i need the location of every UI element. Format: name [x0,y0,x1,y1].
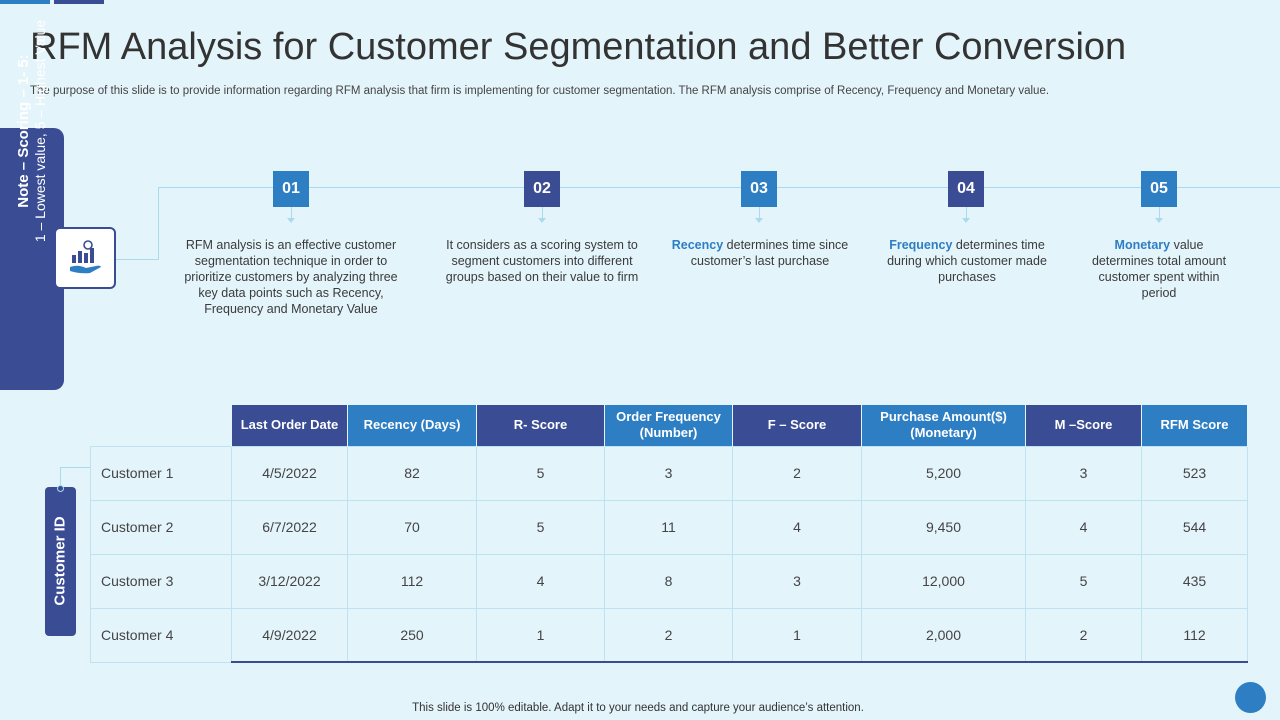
table-cell: 11 [604,499,733,555]
table-header: Purchase Amount($) (Monetary) [861,405,1026,446]
step-connector [1159,207,1160,221]
table-header: F – Score [732,405,862,446]
icon-badge [54,227,116,289]
table-cell: 6/7/2022 [231,499,348,555]
table-header: RFM Score [1141,405,1248,446]
note-scale: 1 – Lowest value, 5 – Highest Value [32,19,48,243]
step-connector [759,207,760,221]
customer-name: Customer 1 [90,445,232,501]
connector-line-left [116,259,159,260]
table-cell: 2 [1025,607,1142,663]
step-arrow [1155,218,1163,223]
step-connector [291,207,292,221]
customer-id-dot [57,485,64,492]
table-cell: 5 [476,499,605,555]
step-number-03: 03 [741,171,777,207]
step-highlight: Recency [671,238,724,252]
step-text-02: It considers as a scoring system to segm… [434,237,650,285]
rfm-table: Last Order Date Recency (Days) R- Score … [90,405,1248,663]
table-cell: 4/5/2022 [231,445,348,501]
note-heading: Note – Scoring – 1- 5: [15,54,32,208]
table-cell: 8 [604,553,733,609]
table-header-blank [90,405,232,446]
table-row: Customer 2 6/7/2022 70 5 11 4 9,450 4 54… [90,499,1248,555]
table-cell: 3 [1025,445,1142,501]
corner-circle-decoration [1235,682,1266,713]
table-header: M –Score [1025,405,1142,446]
table-cell: 435 [1141,553,1248,609]
step-description: determines time during which customer ma… [887,238,1047,284]
top-accent-tab-2 [54,0,104,4]
step-text-03: Recency determines time since customer’s… [662,237,858,269]
table-header-row: Last Order Date Recency (Days) R- Score … [90,405,1248,446]
customer-name: Customer 3 [90,553,232,609]
note-text: Note – Scoring – 1- 5: 1 – Lowest value,… [15,20,49,242]
step-arrow [755,218,763,223]
customer-name: Customer 2 [90,499,232,555]
table-cell: 112 [1141,607,1248,663]
table-cell: 5 [476,445,605,501]
table-cell: 4 [1025,499,1142,555]
step-text-04: Frequency determines time during which c… [886,237,1048,285]
connector-line-vertical [158,187,159,260]
step-highlight: Monetary [1114,238,1171,252]
step-text-05: Monetary value determines total amount c… [1086,237,1232,301]
table-header: R- Score [476,405,605,446]
step-number-02: 02 [524,171,560,207]
table-cell: 82 [347,445,477,501]
table-cell: 4/9/2022 [231,607,348,663]
table-header: Order Frequency (Number) [604,405,733,446]
step-number-05: 05 [1141,171,1177,207]
table-cell: 1 [476,607,605,663]
step-highlight: Frequency [889,238,953,252]
step-text-01: RFM analysis is an effective customer se… [176,237,406,317]
table-cell: 5,200 [861,445,1026,501]
step-description: RFM analysis is an effective customer se… [184,238,398,316]
table-cell: 2 [732,445,862,501]
hand-chart-icon [70,240,101,274]
table-cell: 3 [732,553,862,609]
connector-line-top [158,187,1280,188]
step-connector [966,207,967,221]
table-row: Customer 1 4/5/2022 82 5 3 2 5,200 3 523 [90,445,1248,501]
step-arrow [287,218,295,223]
table-cell: 523 [1141,445,1248,501]
step-arrow [962,218,970,223]
step-number-01: 01 [273,171,309,207]
table-header: Recency (Days) [347,405,477,446]
slide-subtitle: The purpose of this slide is to provide … [30,85,1050,97]
footer-text: This slide is 100% editable. Adapt it to… [412,702,864,714]
table-cell: 9,450 [861,499,1026,555]
table-cell: 250 [347,607,477,663]
slide-title: RFM Analysis for Customer Segmentation a… [30,26,1127,68]
customer-id-connector-h [60,467,91,468]
table-cell: 12,000 [861,553,1026,609]
step-number-04: 04 [948,171,984,207]
table-header: Last Order Date [231,405,348,446]
table-cell: 1 [732,607,862,663]
table-cell: 544 [1141,499,1248,555]
table-row: Customer 3 3/12/2022 112 4 8 3 12,000 5 … [90,553,1248,609]
customer-id-connector-v [60,467,61,487]
table-cell: 4 [732,499,862,555]
top-accent-tab-1 [0,0,50,4]
step-description: value determines total amount customer s… [1091,238,1227,300]
table-cell: 5 [1025,553,1142,609]
customer-name: Customer 4 [90,607,232,663]
step-description: determines time since customer’s last pu… [690,238,849,268]
customer-id-panel [45,487,76,636]
table-row: Customer 4 4/9/2022 250 1 2 1 2,000 2 11… [90,607,1248,663]
table-cell: 3 [604,445,733,501]
table-cell: 112 [347,553,477,609]
step-connector [542,207,543,221]
note-panel [0,128,64,390]
customer-id-label: Customer ID [51,516,69,606]
step-arrow [538,218,546,223]
table-cell: 2,000 [861,607,1026,663]
table-cell: 70 [347,499,477,555]
table-cell: 2 [604,607,733,663]
table-cell: 3/12/2022 [231,553,348,609]
table-cell: 4 [476,553,605,609]
step-description: It considers as a scoring system to segm… [445,238,639,284]
